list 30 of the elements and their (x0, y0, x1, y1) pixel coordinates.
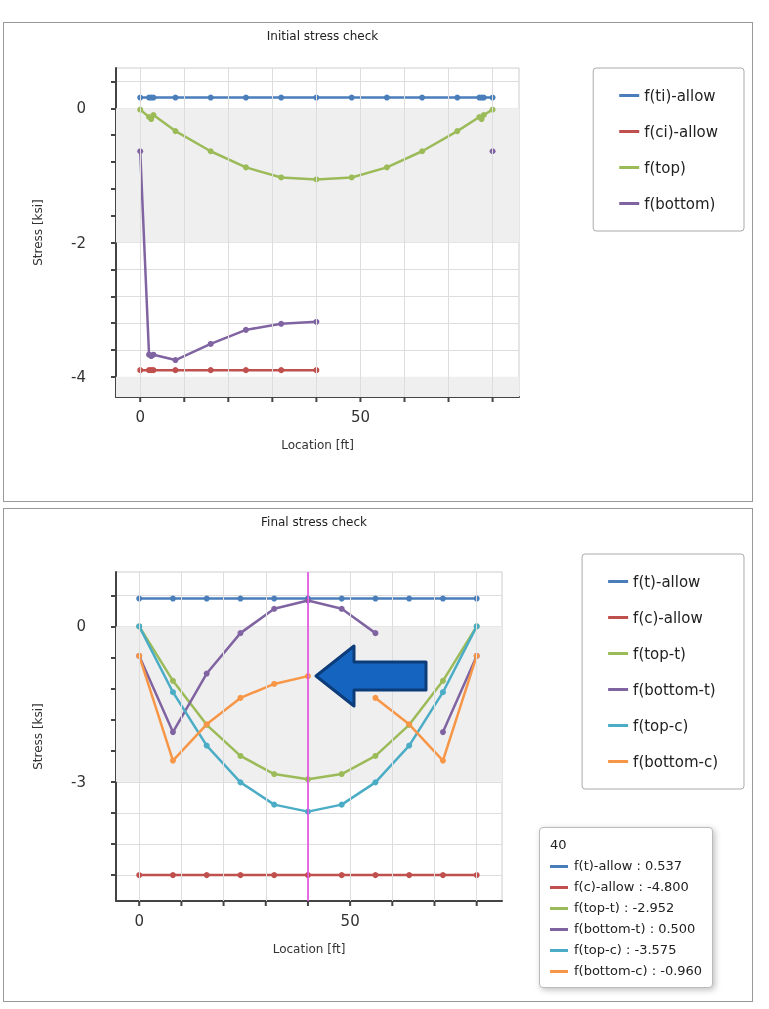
x-tick-label: 50 (340, 911, 360, 930)
y-tick-label: -3 (71, 772, 86, 791)
legend-label: f(top) (644, 158, 686, 177)
legend-label: f(bottom) (644, 194, 716, 213)
text: f(bottom-c) : -0.960 (573, 962, 703, 980)
y-tick-label: -2 (71, 233, 86, 252)
y-tick-label: 0 (76, 617, 86, 636)
legend-label: f(t)-allow (633, 572, 701, 591)
text: 40 (550, 836, 568, 854)
legend-label: f(ti)-allow (644, 86, 716, 105)
x-axis-title: Location [ft] (272, 942, 346, 956)
y-tick-label: -4 (71, 367, 86, 386)
y-tick-label: 0 (76, 99, 86, 118)
legend-label: f(top-t) (633, 644, 686, 663)
chart-title: Final stress check (261, 515, 368, 529)
x-tick-label: 50 (350, 407, 370, 426)
text: f(top-c) : -3.575 (573, 941, 678, 959)
legend-label: f(bottom-t) (633, 680, 716, 699)
text: f(bottom-t) : 0.500 (573, 920, 697, 938)
legend-label: f(bottom-c) (633, 752, 719, 771)
chart-title: Initial stress check (266, 29, 379, 43)
legend-label: f(top-c) (633, 716, 689, 735)
y-axis-title: Stress [ksi] (31, 199, 45, 266)
x-axis-title: Location [ft] (281, 438, 354, 452)
legend-label: f(c)-allow (633, 608, 703, 627)
text: f(top-t) : -2.952 (573, 899, 676, 917)
text: f(c)-allow : -4.800 (573, 878, 690, 896)
legend-label: f(ci)-allow (644, 122, 719, 141)
y-axis-title: Stress [ksi] (31, 703, 45, 770)
text: f(t)-allow : 0.537 (573, 857, 684, 875)
